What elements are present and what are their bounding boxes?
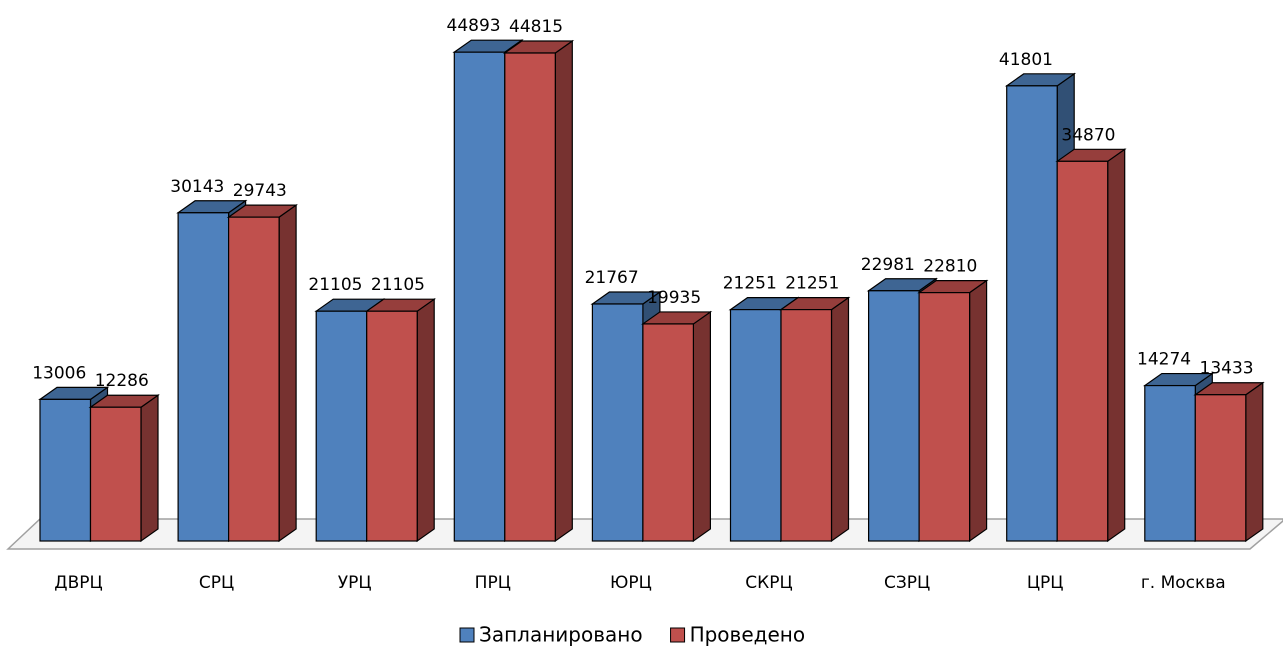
x-tick-label: СКРЦ bbox=[745, 573, 792, 593]
legend-swatch bbox=[670, 627, 686, 643]
bar bbox=[641, 310, 713, 543]
bar-side bbox=[692, 310, 712, 543]
bar-front bbox=[366, 310, 418, 542]
legend-label: Запланировано bbox=[479, 623, 643, 647]
x-tick-label: СЗРЦ bbox=[884, 573, 930, 593]
bar-side bbox=[554, 39, 573, 543]
value-label: 44815 bbox=[509, 17, 563, 37]
bar-front bbox=[89, 406, 142, 542]
bar bbox=[88, 394, 160, 543]
x-tick-label: УРЦ bbox=[338, 573, 372, 593]
x-tick-label: ПРЦ bbox=[475, 573, 511, 593]
bar-front bbox=[591, 303, 644, 542]
value-label: 21767 bbox=[585, 268, 639, 288]
bar-side bbox=[278, 203, 297, 543]
x-tick-label: ЦРЦ bbox=[1027, 573, 1064, 593]
bar-front bbox=[1144, 384, 1196, 542]
bar-side bbox=[830, 296, 850, 543]
value-label: 12286 bbox=[95, 371, 149, 391]
bar bbox=[364, 298, 437, 543]
bar bbox=[502, 39, 575, 543]
bar-front bbox=[918, 292, 971, 542]
bar-side bbox=[968, 279, 988, 543]
value-label: 41801 bbox=[999, 50, 1053, 70]
value-label: 19935 bbox=[647, 288, 701, 308]
value-label: 13433 bbox=[1200, 359, 1254, 379]
x-tick-label: г. Москва bbox=[1141, 573, 1226, 593]
bar bbox=[1055, 148, 1127, 543]
x-tick-label: СРЦ bbox=[199, 573, 234, 593]
bar-front bbox=[177, 212, 230, 542]
x-tick-label: ДВРЦ bbox=[54, 573, 102, 593]
x-tick-label: ЮРЦ bbox=[610, 573, 652, 593]
value-label: 14274 bbox=[1137, 350, 1191, 370]
bar-front bbox=[780, 309, 833, 542]
bar-front bbox=[1194, 394, 1247, 542]
value-label: 29743 bbox=[233, 181, 287, 201]
value-label: 21105 bbox=[371, 275, 425, 295]
bar-side bbox=[1245, 381, 1264, 543]
bar-front bbox=[867, 290, 920, 542]
bar bbox=[917, 279, 989, 543]
value-label: 22981 bbox=[861, 255, 915, 275]
bar-front bbox=[1006, 85, 1058, 542]
value-label: 30143 bbox=[170, 177, 224, 197]
bar-front bbox=[453, 51, 506, 542]
bar-front bbox=[729, 309, 782, 542]
bar-front bbox=[39, 398, 92, 542]
bar-front bbox=[504, 52, 556, 542]
bar-front bbox=[315, 310, 368, 542]
value-label: 21251 bbox=[785, 274, 839, 294]
bar-side bbox=[416, 298, 435, 543]
legend-swatch bbox=[459, 627, 475, 643]
value-label: 13006 bbox=[32, 363, 86, 383]
value-label: 22810 bbox=[923, 257, 977, 277]
bar-front bbox=[228, 216, 280, 542]
bar bbox=[1193, 381, 1265, 543]
legend-label: Проведено bbox=[690, 623, 806, 647]
bar bbox=[779, 296, 851, 543]
value-label: 21105 bbox=[308, 275, 362, 295]
value-label: 44893 bbox=[447, 16, 501, 36]
bar-side bbox=[140, 394, 159, 543]
value-label: 34870 bbox=[1061, 125, 1115, 145]
bar bbox=[226, 203, 298, 543]
bar-front bbox=[642, 323, 695, 542]
bar-side bbox=[1107, 148, 1126, 543]
value-label: 21251 bbox=[723, 274, 777, 294]
bar-front bbox=[1056, 160, 1109, 542]
